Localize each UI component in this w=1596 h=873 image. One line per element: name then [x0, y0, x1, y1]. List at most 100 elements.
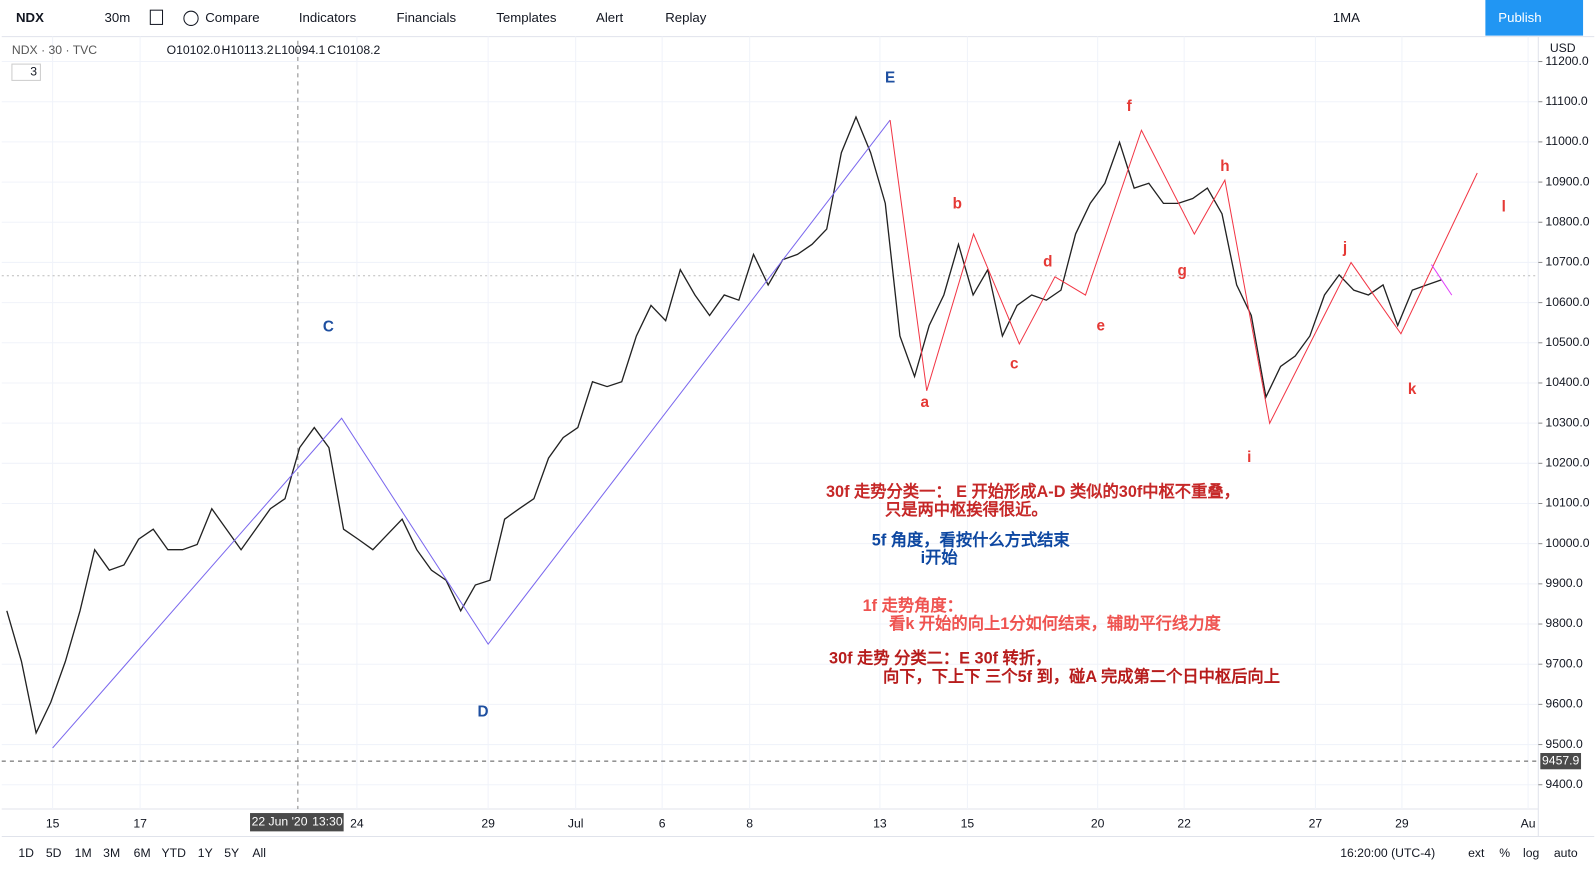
wave-label: b	[953, 196, 962, 213]
x-tick-label: Au	[1521, 816, 1536, 830]
compare-icon	[183, 10, 199, 26]
x-tick-label: 15	[961, 816, 975, 830]
y-tick-label: 9800.0	[1545, 616, 1583, 630]
interval[interactable]: 30m	[105, 10, 131, 25]
x-tick-label: 17	[133, 816, 147, 830]
annotation: i开始	[921, 548, 959, 567]
y-tick-label: 10500.0	[1545, 335, 1589, 349]
x-tick-label: 6	[659, 816, 666, 830]
publish-label[interactable]: Publish	[1498, 10, 1541, 25]
x-tick-label: 22	[1177, 816, 1191, 830]
y-tick-label: 10100.0	[1545, 496, 1589, 510]
wave-label: i	[1247, 449, 1251, 466]
annotation: 向下，下上下 三个5f 到，碰A 完成第二个日中枢后向上	[883, 667, 1280, 686]
annotation: 5f 角度，看按什么方式结束	[872, 531, 1071, 550]
wave-line-red	[889, 120, 1478, 425]
indicators[interactable]: Indicators	[299, 10, 357, 25]
x-tick-label: 13	[873, 816, 887, 830]
y-tick-label: 10300.0	[1545, 415, 1589, 429]
wave-label: f	[1127, 98, 1133, 115]
bottom-clock[interactable]: 16:20:00 (UTC-4)	[1340, 846, 1435, 860]
range-button[interactable]: 1Y	[198, 846, 213, 860]
y-tick-label: 10900.0	[1545, 174, 1589, 188]
range-button[interactable]: 6M	[134, 846, 151, 860]
indicator-template[interactable]: 1MA	[1333, 10, 1360, 25]
annotation: 30f 走势 分类二：E 30f 转折，	[829, 649, 1051, 668]
chart-type-icon[interactable]	[149, 9, 164, 25]
bottom-percent[interactable]: %	[1499, 846, 1510, 860]
wave-label: d	[1043, 254, 1052, 271]
x-tick-label: 20	[1091, 816, 1105, 830]
y-tick-label: 9700.0	[1545, 656, 1583, 670]
legend-high: H10113.2	[222, 43, 274, 57]
wave-line-pink	[1431, 264, 1453, 296]
bottom-auto[interactable]: auto	[1554, 846, 1578, 860]
crosshair-time: 13:30	[312, 814, 343, 828]
y-tick-label: 10200.0	[1545, 456, 1589, 470]
indicator-count[interactable]: 3	[30, 64, 37, 78]
y-tick-label: 9400.0	[1545, 777, 1583, 791]
wave-label: D	[478, 703, 489, 720]
wave-label: h	[1220, 158, 1229, 175]
financials[interactable]: Financials	[397, 10, 457, 25]
y-tick-label: 11100.0	[1545, 94, 1588, 108]
range-button[interactable]: 1D	[18, 846, 34, 860]
legend-symbol: NDX · 30 · TVC	[12, 43, 97, 57]
bottom-ext[interactable]: ext	[1468, 846, 1485, 860]
y-tick-label: 10400.0	[1545, 375, 1589, 389]
wave-label: a	[920, 394, 929, 411]
range-button[interactable]: YTD	[162, 846, 187, 860]
legend-close: C10108.2	[327, 43, 380, 57]
wave-label: k	[1408, 381, 1417, 398]
range-button[interactable]: 1M	[75, 846, 92, 860]
y-tick-label: 9500.0	[1545, 737, 1583, 751]
templates[interactable]: Templates	[496, 10, 557, 25]
replay[interactable]: Replay	[665, 10, 707, 25]
x-tick-label: 27	[1309, 816, 1323, 830]
annotation: 只是两中枢挨得很近。	[885, 500, 1048, 519]
y-tick-label: 10700.0	[1545, 255, 1589, 269]
symbol[interactable]: NDX	[16, 10, 44, 25]
y-tick-label: 9900.0	[1545, 576, 1583, 590]
wave-label: j	[1342, 239, 1347, 256]
annotation: 30f 走势分类一： E 开始形成A-D 类似的30f中枢不重叠，	[826, 482, 1240, 501]
range-button[interactable]: 5Y	[224, 846, 239, 860]
range-button[interactable]: 3M	[103, 846, 120, 860]
wave-label: g	[1177, 263, 1186, 280]
wave-line-blue	[52, 119, 891, 749]
compare[interactable]: Compare	[205, 10, 259, 25]
indicator-toggle[interactable]	[11, 63, 41, 81]
wave-label: c	[1010, 355, 1019, 372]
wave-label: l	[1502, 199, 1506, 216]
range-button[interactable]: All	[252, 846, 266, 860]
publish-button[interactable]	[1485, 0, 1584, 36]
range-button[interactable]: 5D	[46, 846, 62, 860]
x-tick-label: Jul	[568, 816, 584, 830]
annotation: 看k 开始的向上1分如何结束，辅助平行线力度	[889, 614, 1221, 633]
wave-label: E	[885, 69, 895, 86]
crosshair-price: 9457.9	[1542, 754, 1580, 768]
price-line	[6, 115, 1442, 735]
y-tick-label: 9600.0	[1545, 697, 1583, 711]
y-tick-label: 10800.0	[1545, 214, 1589, 228]
legend-low: L10094.1	[274, 43, 325, 57]
annotation: 1f 走势角度：	[863, 596, 963, 615]
legend-open: O10102.0	[167, 43, 221, 57]
bottom-log[interactable]: log	[1523, 846, 1539, 860]
y-tick-label: 11000.0	[1545, 134, 1588, 148]
x-tick-label: 15	[46, 816, 60, 830]
grid	[1, 36, 1539, 809]
alert[interactable]: Alert	[596, 10, 624, 25]
crosshair-date: 22 Jun '20	[252, 814, 308, 828]
crosshair-price-box	[1540, 753, 1582, 770]
wave-label: e	[1096, 318, 1104, 335]
x-tick-label: 24	[350, 816, 364, 830]
currency: USD	[1550, 41, 1576, 55]
y-tick-label: 10600.0	[1545, 295, 1589, 309]
crosshair-date-box	[250, 813, 344, 832]
y-tick-label: 11200.0	[1545, 54, 1588, 68]
wave-label: C	[323, 319, 334, 336]
